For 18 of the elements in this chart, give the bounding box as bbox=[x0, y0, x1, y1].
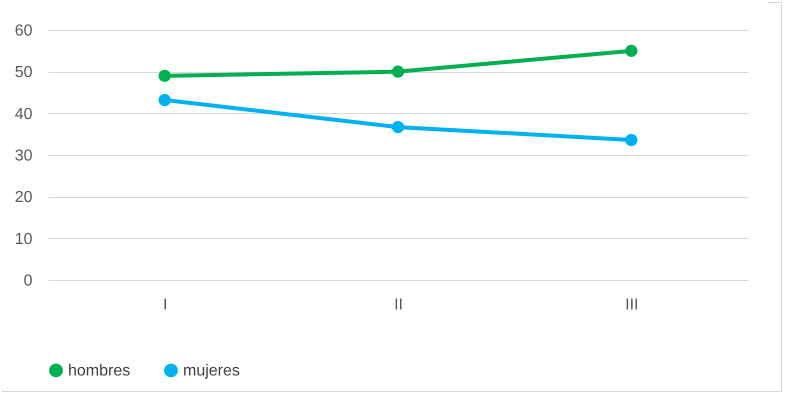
x-tick-label: II bbox=[394, 296, 403, 314]
y-tick-label: 10 bbox=[14, 230, 33, 248]
y-tick-label: 20 bbox=[14, 189, 33, 206]
y-tick-label: 60 bbox=[14, 22, 33, 40]
point bbox=[625, 134, 638, 146]
y-tick-label: 50 bbox=[14, 64, 33, 82]
y-tick-label: 30 bbox=[14, 148, 33, 164]
legend-label: mujeres bbox=[183, 362, 240, 380]
x-tick-label: III bbox=[625, 296, 639, 314]
point bbox=[158, 70, 171, 82]
legend-label: hombres bbox=[68, 362, 130, 380]
point bbox=[625, 44, 638, 57]
point bbox=[392, 66, 404, 78]
point bbox=[158, 94, 171, 106]
point bbox=[392, 120, 404, 134]
y-tick-label: 40 bbox=[14, 106, 33, 123]
x-tick-label: I bbox=[162, 296, 168, 314]
y-tick-label: 0 bbox=[24, 272, 33, 290]
